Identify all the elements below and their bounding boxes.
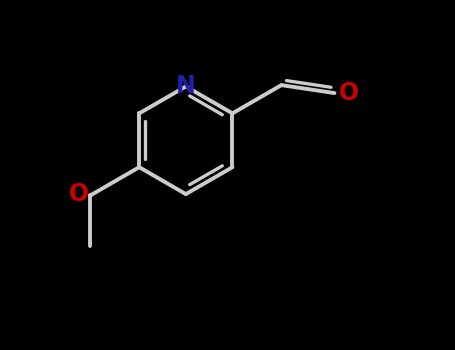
Text: O: O [339, 81, 359, 105]
Text: N: N [176, 75, 196, 98]
Text: O: O [68, 182, 89, 206]
